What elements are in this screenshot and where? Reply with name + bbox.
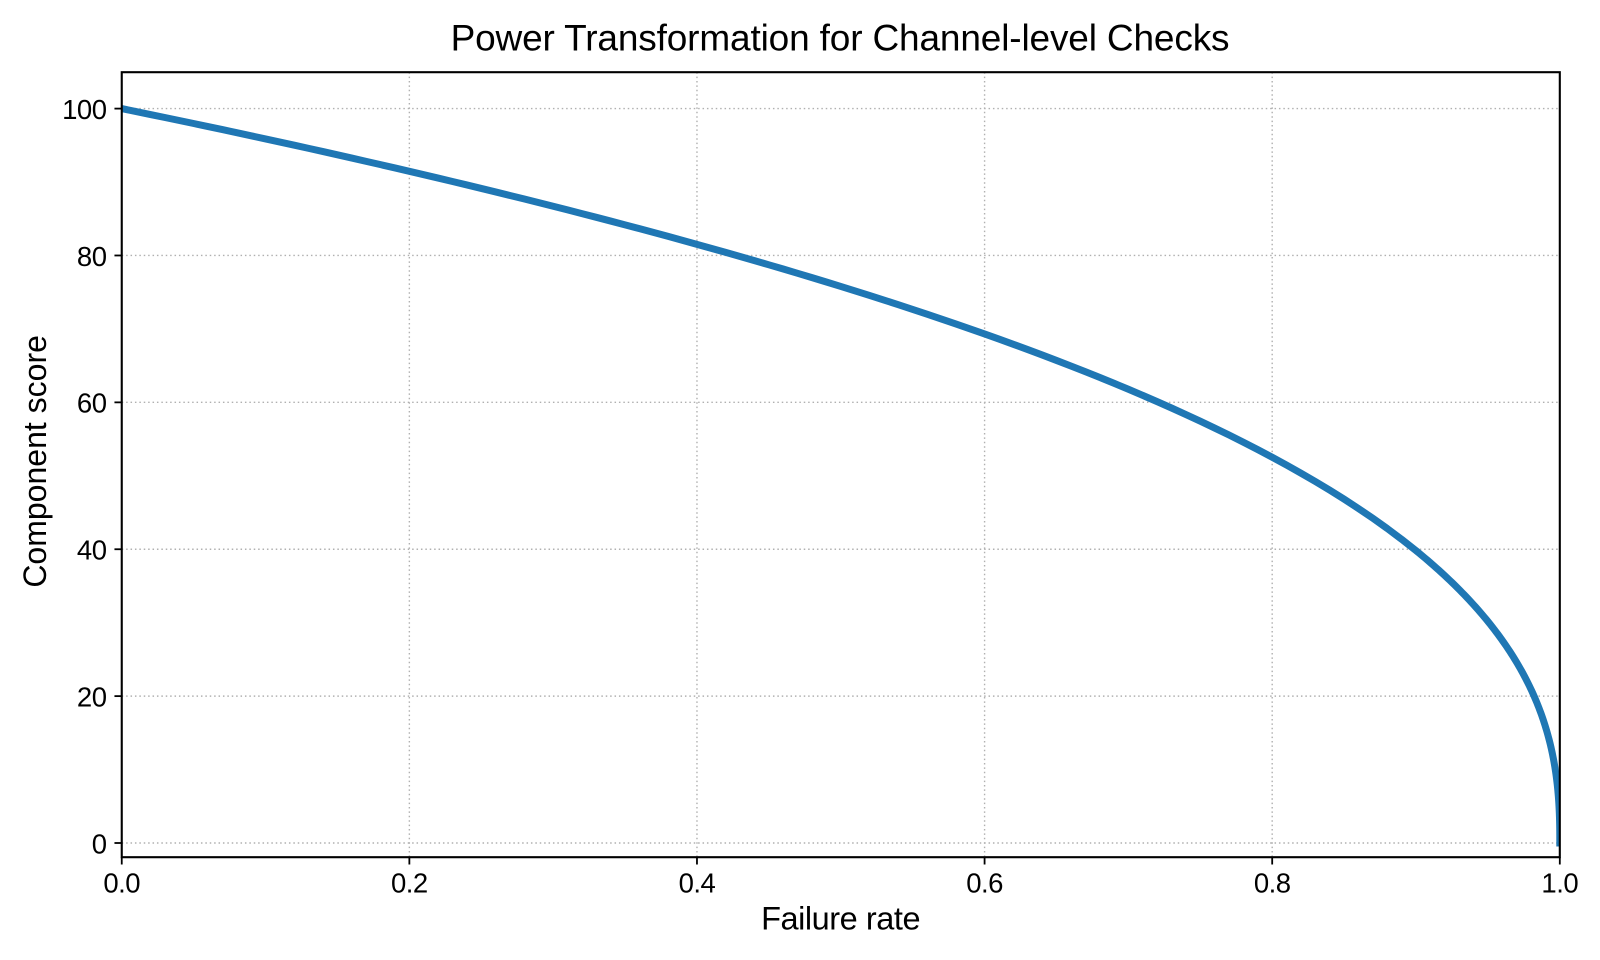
- svg-text:Power Transformation for Chann: Power Transformation for Channel-level C…: [451, 18, 1230, 59]
- svg-text:0.8: 0.8: [1254, 868, 1291, 899]
- svg-text:0.0: 0.0: [103, 868, 140, 899]
- svg-text:100: 100: [62, 94, 107, 125]
- svg-text:Component score: Component score: [17, 335, 53, 588]
- svg-text:0.6: 0.6: [966, 868, 1003, 899]
- svg-text:80: 80: [77, 241, 107, 272]
- svg-text:Failure rate: Failure rate: [761, 900, 920, 936]
- svg-text:0.2: 0.2: [391, 868, 428, 899]
- svg-text:60: 60: [77, 388, 107, 419]
- svg-text:40: 40: [77, 535, 107, 566]
- svg-text:20: 20: [77, 681, 107, 712]
- svg-text:1.0: 1.0: [1541, 868, 1578, 899]
- svg-text:0: 0: [92, 828, 107, 859]
- svg-text:0.4: 0.4: [679, 868, 716, 899]
